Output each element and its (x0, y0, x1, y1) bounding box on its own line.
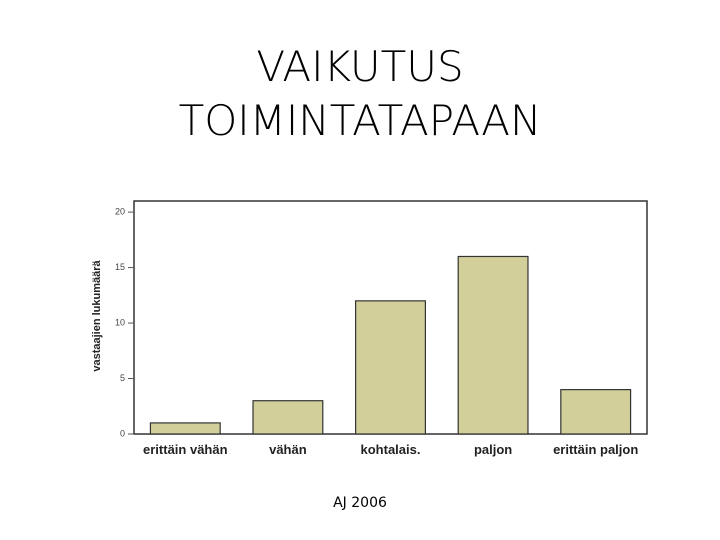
y-axis-label: vastaajien lukumäärä (91, 259, 103, 371)
x-tick-label: vähän (269, 442, 307, 457)
bar (252, 400, 324, 435)
x-tick-label: kohtalais. (360, 442, 421, 457)
y-tick-label: 20 (115, 206, 125, 216)
y-tick-label: 15 (115, 262, 125, 272)
bar (457, 255, 529, 435)
x-tick-label: erittäin vähän (143, 442, 228, 457)
bar (560, 389, 632, 435)
x-tick-label: erittäin paljon (553, 442, 639, 457)
bar (355, 300, 426, 435)
x-tick-label: paljon (473, 442, 513, 457)
slide-title: VAIKUTUS TOIMINTATAPAAN (178, 42, 542, 145)
bar (149, 422, 221, 435)
y-tick-label: 0 (120, 428, 125, 438)
footer: AJ 2006 (333, 495, 387, 511)
y-tick-label: 5 (120, 373, 125, 383)
y-tick-label: 10 (115, 317, 125, 327)
